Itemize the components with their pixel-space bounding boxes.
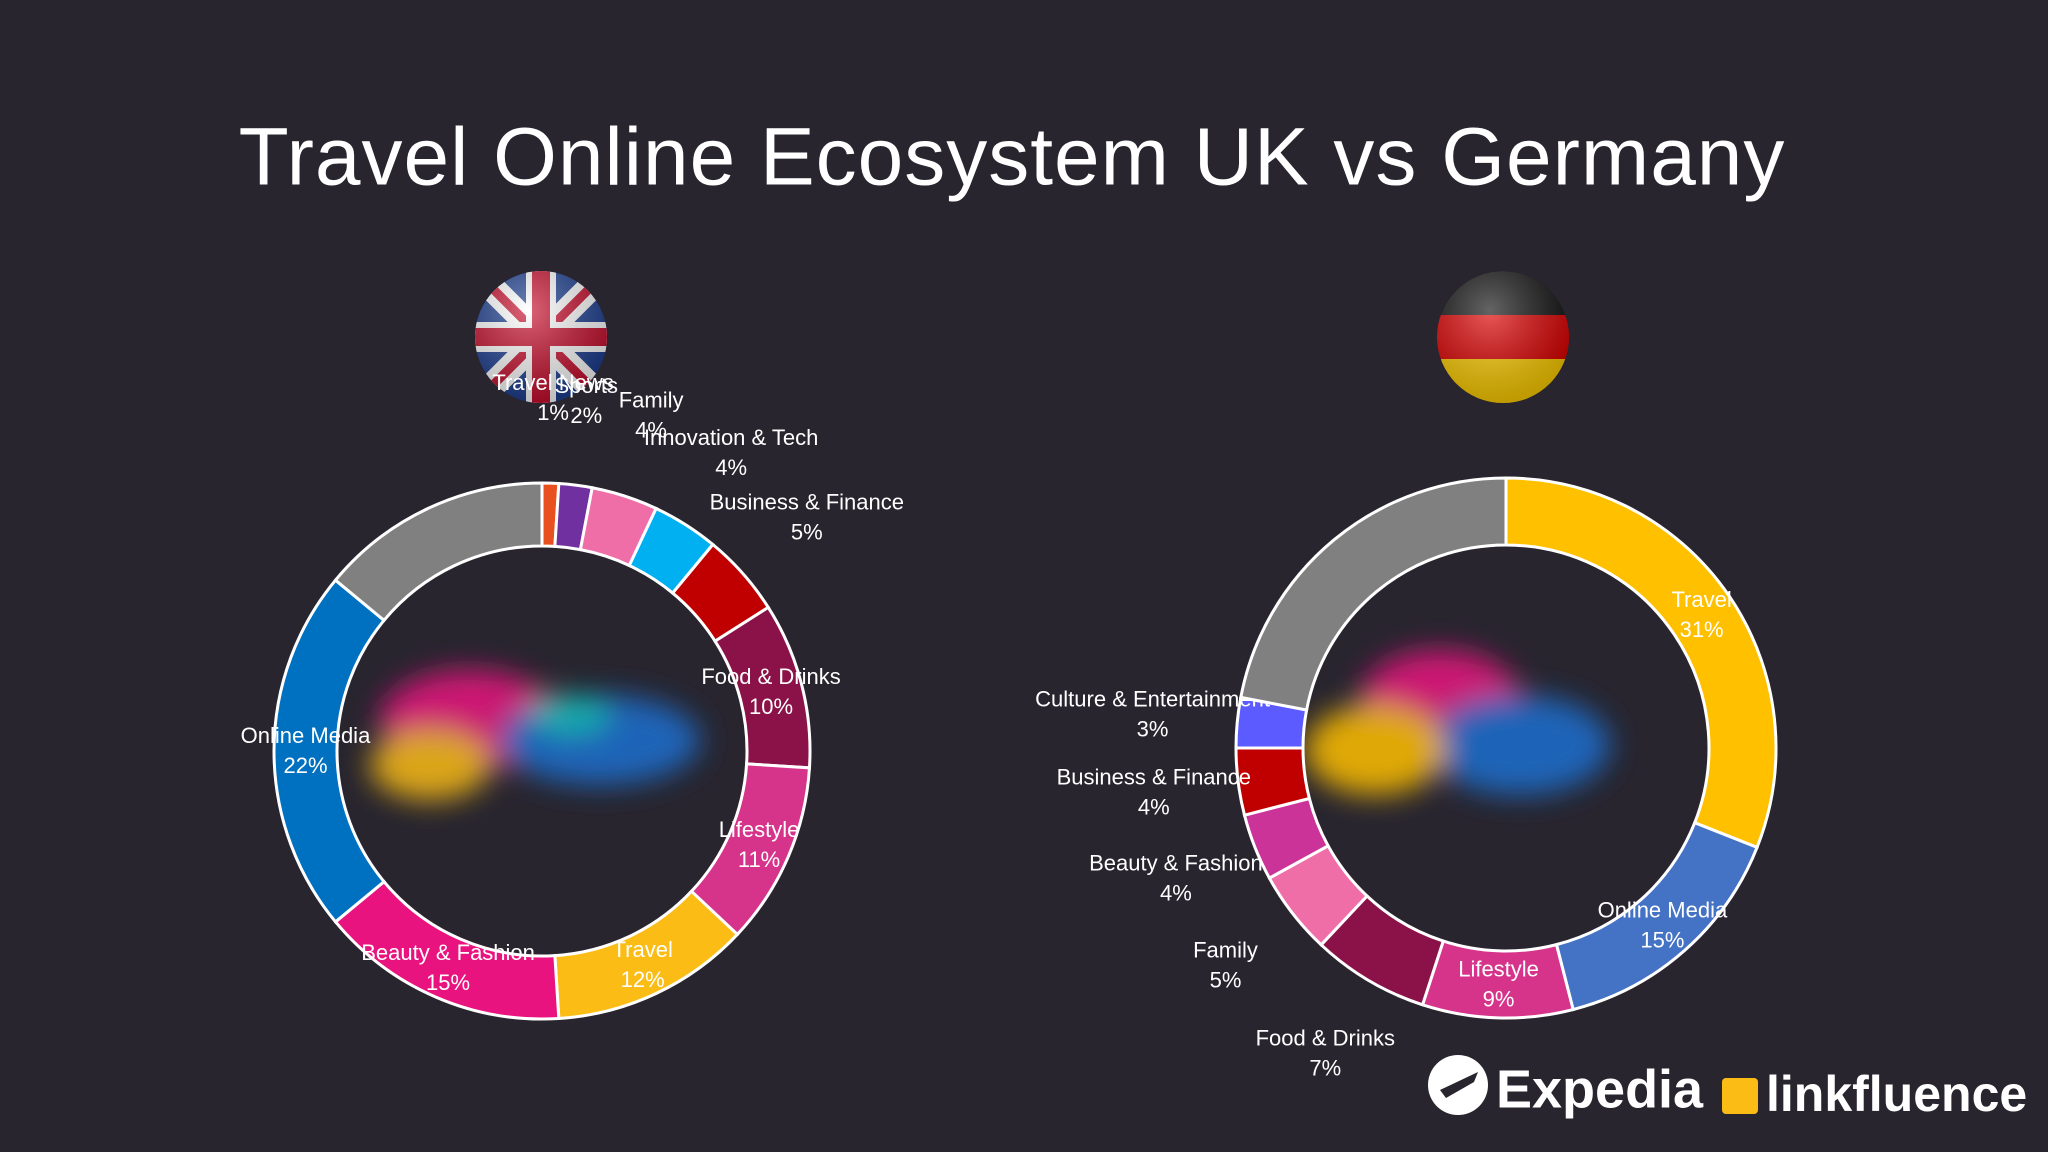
category-label: Online Media: [1598, 897, 1728, 922]
donut-segment: [1504, 476, 1778, 850]
category-label: Sports: [554, 373, 618, 398]
data-label: Food & Drinks 10%: [701, 664, 840, 719]
category-label: Business & Finance: [1057, 764, 1251, 789]
value-label: 4%: [1160, 880, 1192, 905]
value-label: 31%: [1680, 617, 1724, 642]
title: Travel Online Ecosystem UK vs Germany: [239, 112, 1786, 203]
category-label: Food & Drinks: [1256, 1025, 1395, 1050]
donut-segment: [272, 578, 387, 924]
category-label: Lifestyle: [1458, 956, 1539, 981]
value-label: 2%: [570, 403, 602, 428]
category-label: Food & Drinks: [701, 664, 840, 689]
data-label: Travel 12%: [613, 937, 673, 992]
category-label: Online Media: [241, 723, 371, 748]
data-label: Food & Drinks 7%: [1256, 1025, 1395, 1080]
data-label: Lifestyle 9%: [1458, 956, 1539, 1011]
expedia-plane: [1440, 1072, 1478, 1098]
value-label: 7%: [1309, 1055, 1341, 1080]
value-label: 22%: [283, 753, 327, 778]
value-label: 15%: [1640, 927, 1684, 952]
data-label: Beauty & Fashion 15%: [361, 940, 535, 995]
category-label: Lifestyle: [719, 817, 800, 842]
data-label: Family 5%: [1193, 937, 1258, 992]
value-label: 9%: [1483, 986, 1515, 1011]
category-label: Culture & Entertainment: [1035, 686, 1270, 711]
category-label: Beauty & Fashion: [361, 940, 535, 965]
category-label: Travel: [1671, 587, 1731, 612]
data-label: Online Media 15%: [1598, 897, 1728, 952]
linkfluence-logo: linkfluence: [1766, 1066, 2027, 1122]
data-label: Online Media 22%: [241, 723, 371, 778]
value-label: 15%: [426, 970, 470, 995]
data-label: Beauty & Fashion 4%: [1089, 850, 1263, 905]
network-cloud: [370, 650, 1610, 800]
category-label: Family: [1193, 937, 1258, 962]
value-label: 11%: [738, 847, 780, 872]
data-label: Sports 2%: [554, 373, 618, 428]
data-label: Business & Finance 4%: [1057, 764, 1251, 819]
data-label: Travel News 1%: [492, 370, 613, 425]
value-label: 5%: [1210, 967, 1242, 992]
data-label: Business & Finance 5%: [710, 489, 904, 544]
value-label: 4%: [1138, 794, 1170, 819]
category-label: Innovation & Tech: [644, 425, 819, 450]
linkfluence-icon: [1722, 1078, 1758, 1114]
expedia-logo: Expedia: [1496, 1059, 1704, 1119]
category-label: Travel News: [492, 370, 613, 395]
category-label: Business & Finance: [710, 489, 904, 514]
data-label: Innovation & Tech 4%: [644, 425, 819, 480]
category-label: Beauty & Fashion: [1089, 850, 1263, 875]
data-label: Family 4%: [619, 387, 684, 442]
data-label: Lifestyle 11%: [719, 817, 800, 872]
value-label: 12%: [621, 967, 665, 992]
value-label: 4%: [635, 417, 667, 442]
donut-segment: [1239, 476, 1508, 712]
data-label: Culture & Entertainment 3%: [1035, 686, 1270, 741]
value-label: 3%: [1137, 716, 1169, 741]
data-label: Travel 31%: [1671, 587, 1731, 642]
value-label: 10%: [749, 694, 793, 719]
category-label: Family: [619, 387, 684, 412]
value-label: 5%: [791, 519, 823, 544]
donut-segment: [333, 481, 544, 623]
germany-flag: [1437, 271, 1569, 403]
value-label: 4%: [715, 455, 747, 480]
category-label: Travel: [613, 937, 673, 962]
value-label: 1%: [537, 400, 569, 425]
